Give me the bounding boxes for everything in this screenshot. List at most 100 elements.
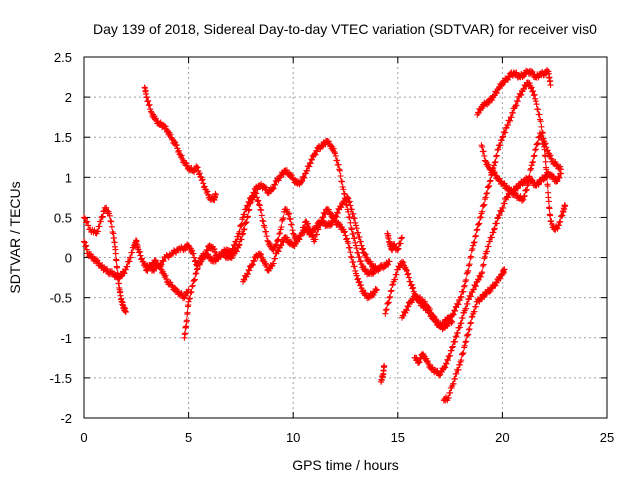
- y-tick-label: 1.5: [54, 130, 72, 145]
- data-point: [556, 174, 563, 181]
- data-point: [84, 218, 91, 225]
- x-tick-label: 10: [286, 430, 300, 445]
- data-point: [340, 186, 347, 193]
- data-point: [204, 188, 211, 195]
- data-point: [405, 303, 412, 310]
- data-point: [103, 204, 110, 211]
- data-point: [161, 122, 168, 129]
- data-point: [96, 223, 103, 230]
- data-point: [529, 159, 536, 166]
- data-point: [333, 213, 340, 220]
- data-point: [313, 148, 320, 155]
- data-point: [467, 254, 474, 261]
- data-point: [172, 139, 179, 146]
- data-point: [433, 319, 440, 326]
- data-point: [352, 219, 359, 226]
- data-point: [451, 338, 458, 345]
- data-point: [337, 203, 344, 210]
- data-point: [263, 260, 270, 267]
- data-point: [278, 242, 285, 249]
- data-point: [342, 232, 349, 239]
- data-point: [330, 145, 337, 152]
- data-point: [237, 223, 244, 230]
- data-point: [481, 253, 488, 260]
- data-point: [465, 326, 472, 333]
- data-point: [256, 202, 263, 209]
- data-point: [504, 184, 511, 191]
- y-tick-label: 0: [65, 251, 72, 266]
- data-point: [459, 314, 466, 321]
- data-point: [526, 80, 533, 87]
- data-point: [403, 307, 410, 314]
- data-point: [373, 266, 380, 273]
- data-point: [258, 251, 265, 258]
- data-point: [157, 261, 164, 268]
- data-point: [245, 207, 252, 214]
- data-point: [83, 246, 90, 253]
- data-point: [381, 362, 388, 369]
- data-point: [122, 266, 129, 273]
- data-point: [198, 177, 205, 184]
- data-point: [447, 389, 454, 396]
- data-point: [496, 175, 503, 182]
- data-point: [299, 173, 306, 180]
- data-point: [530, 92, 537, 99]
- data-point: [433, 316, 440, 323]
- data-point: [112, 250, 119, 257]
- data-point: [519, 180, 526, 187]
- data-point: [199, 176, 206, 183]
- data-point: [322, 141, 329, 148]
- data-point: [518, 92, 525, 99]
- data-point: [136, 248, 143, 255]
- data-point: [454, 329, 461, 336]
- data-point: [534, 140, 541, 147]
- data-point: [196, 260, 203, 267]
- data-point: [352, 222, 359, 229]
- y-tick-label: -0.5: [50, 291, 72, 306]
- data-point: [483, 190, 490, 197]
- data-point: [547, 82, 554, 89]
- data-point: [405, 274, 412, 281]
- data-point: [212, 191, 219, 198]
- data-point: [458, 320, 465, 327]
- data-point: [346, 198, 353, 205]
- data-point: [244, 214, 251, 221]
- data-point: [271, 181, 278, 188]
- data-point: [490, 229, 497, 236]
- data-point: [386, 294, 393, 301]
- data-point: [178, 152, 185, 159]
- data-point: [494, 215, 501, 222]
- data-point: [487, 177, 494, 184]
- data-point: [460, 288, 467, 295]
- data-point: [477, 273, 484, 280]
- data-point: [242, 219, 249, 226]
- data-point: [458, 293, 465, 300]
- data-point: [307, 160, 314, 167]
- data-point: [187, 289, 194, 296]
- data-point: [244, 213, 251, 220]
- data-point: [190, 250, 197, 257]
- data-point: [471, 239, 478, 246]
- data-point: [336, 166, 343, 173]
- data-point: [448, 347, 455, 354]
- data-point: [246, 206, 253, 213]
- data-point: [523, 186, 530, 193]
- data-point: [393, 271, 400, 278]
- data-point: [472, 232, 479, 239]
- data-point: [346, 214, 353, 221]
- data-point: [521, 192, 528, 199]
- data-point: [486, 178, 493, 185]
- data-point: [246, 200, 253, 207]
- data-point: [301, 174, 308, 181]
- data-point: [359, 246, 366, 253]
- data-point: [537, 130, 544, 137]
- data-point: [243, 219, 250, 226]
- data-point: [383, 306, 390, 313]
- data-point: [269, 186, 276, 193]
- data-point: [557, 163, 564, 170]
- data-point: [312, 236, 319, 243]
- data-point: [381, 263, 388, 270]
- data-point: [544, 183, 551, 190]
- data-point: [456, 324, 463, 331]
